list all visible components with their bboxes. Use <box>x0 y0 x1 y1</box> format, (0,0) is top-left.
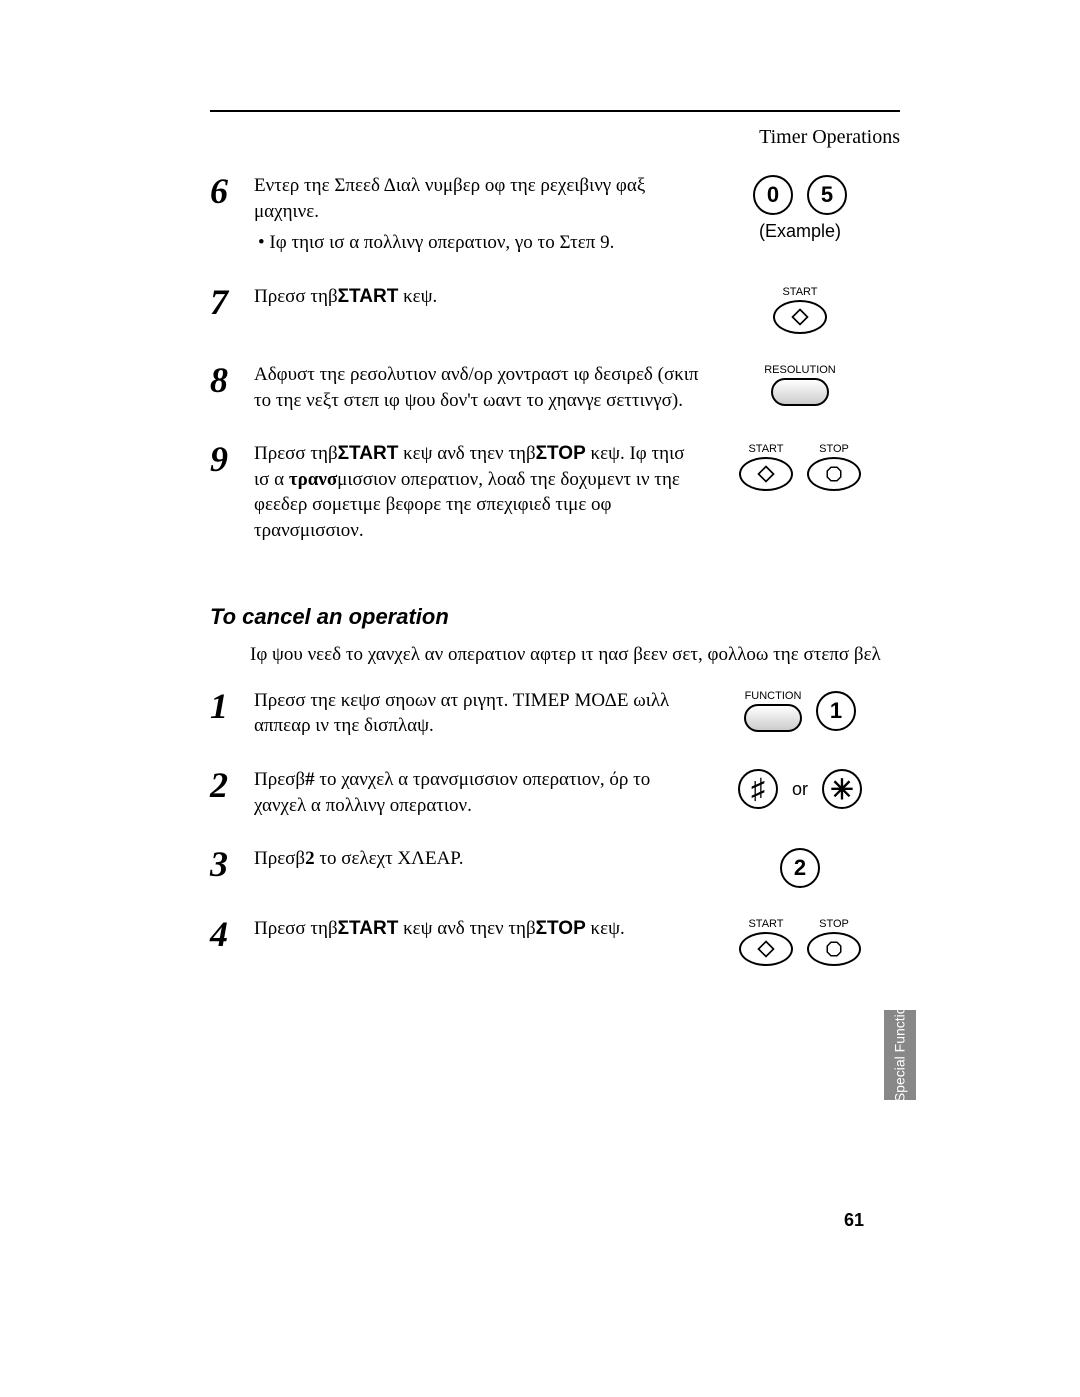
resolution-label: RESOLUTION <box>764 364 836 376</box>
step-subtext: • Ιφ τηισ ισ α πολλινγ οπερατιον, γο το … <box>254 230 700 256</box>
text: Πρεσσ τηβ <box>254 443 338 464</box>
hash-icon: ♯ <box>751 773 765 805</box>
text: Πρεσσ τηβ <box>254 286 338 307</box>
star-icon: ✳ <box>830 773 853 806</box>
start-word: ΣTART <box>338 286 399 307</box>
step-6: 6 Εντερ τηε Σπεεδ Διαλ νυμβερ οφ τηε ρεχ… <box>210 173 900 256</box>
step-body: Πρεσσ τηβΣTART κεψ. <box>254 284 700 310</box>
cancel-step-2: 2 Πρεσβ# το χανχελ α τρανσμισσιον οπερατ… <box>210 767 900 818</box>
function-button-icon <box>744 704 802 732</box>
step-number: 8 <box>210 362 254 398</box>
page: Timer Operations 6 Εντερ τηε Σπεεδ Διαλ … <box>0 0 1080 1397</box>
stop-button-icon <box>807 932 861 966</box>
key-hash: ♯ <box>738 769 778 809</box>
step-graphics: START STOP <box>700 441 900 491</box>
or-label: or <box>792 779 808 800</box>
step-graphics: 2 <box>700 846 900 888</box>
stop-button-icon <box>807 457 861 491</box>
key-1: 1 <box>816 691 856 731</box>
start-label: START <box>748 443 783 455</box>
step-number: 3 <box>210 846 254 882</box>
step-body: Αδφυστ τηε ρεσολυτιον ανδ/ορ χοντραστ ιφ… <box>254 362 700 413</box>
start-button-icon <box>739 932 793 966</box>
step-text: Εντερ τηε Σπεεδ Διαλ νυμβερ οφ τηε ρεχει… <box>254 175 645 222</box>
step-8: 8 Αδφυστ τηε ρεσολυτιον ανδ/ορ χοντραστ … <box>210 362 900 413</box>
key-0: 0 <box>753 175 793 215</box>
key-star: ✳ <box>822 769 862 809</box>
start-word: ΣTART <box>338 918 399 939</box>
step-graphics: ♯ or ✳ <box>700 767 900 809</box>
step-number: 2 <box>210 767 254 803</box>
two-key: 2 <box>305 848 315 869</box>
text-bold: τρανσ <box>289 469 337 490</box>
key-5: 5 <box>807 175 847 215</box>
stop-label: STOP <box>819 918 849 930</box>
text: Πρεσβ <box>254 848 305 869</box>
step-number: 6 <box>210 173 254 209</box>
side-tab: 7. Special Functions <box>884 1010 916 1100</box>
step-number: 4 <box>210 916 254 952</box>
start-label: START <box>748 918 783 930</box>
key-2: 2 <box>780 848 820 888</box>
step-graphics: START STOP <box>700 916 900 966</box>
function-label: FUNCTION <box>745 690 802 702</box>
start-word: ΣTART <box>338 443 399 464</box>
text: το σελεχτ ΧΛΕΑΡ. <box>315 848 464 869</box>
resolution-button-icon <box>771 378 829 406</box>
step-number: 1 <box>210 688 254 724</box>
step-graphics: 0 5 (Example) <box>700 173 900 242</box>
start-button-icon <box>739 457 793 491</box>
step-body: Πρεσβ# το χανχελ α τρανσμισσιον οπερατιο… <box>254 767 700 818</box>
step-number: 9 <box>210 441 254 477</box>
cancel-intro: Ιφ ψου νεεδ το χανχελ αν οπερατιον αφτερ… <box>250 644 900 666</box>
step-graphics: RESOLUTION <box>700 362 900 406</box>
cancel-step-3: 3 Πρεσβ2 το σελεχτ ΧΛΕΑΡ. 2 <box>210 846 900 888</box>
cancel-step-1: 1 Πρεσσ τηε κεψσ σηοων ατ ριγητ. ΤΙΜΕΡ Μ… <box>210 688 900 739</box>
example-label: (Example) <box>759 221 841 242</box>
step-body: Πρεσσ τηβΣTART κεψ ανδ τηεν τηβΣTOP κεψ.… <box>254 441 700 544</box>
stop-word: ΣTOP <box>536 918 586 939</box>
stop-word: ΣTOP <box>536 443 586 464</box>
step-9: 9 Πρεσσ τηβΣTART κεψ ανδ τηεν τηβΣTOP κε… <box>210 441 900 544</box>
start-button-icon <box>773 300 827 334</box>
hash-symbol: # <box>305 769 315 790</box>
side-tab-label: 7. Special Functions <box>892 992 907 1118</box>
step-number: 7 <box>210 284 254 320</box>
step-graphics: FUNCTION 1 <box>700 688 900 732</box>
step-7: 7 Πρεσσ τηβΣTART κεψ. START <box>210 284 900 334</box>
text: κεψ. <box>586 918 625 939</box>
page-number: 61 <box>844 1210 864 1231</box>
text: Πρεσβ <box>254 769 305 790</box>
text: κεψ. <box>398 286 437 307</box>
step-body: Εντερ τηε Σπεεδ Διαλ νυμβερ οφ τηε ρεχει… <box>254 173 700 256</box>
cancel-step-4: 4 Πρεσσ τηβΣTART κεψ ανδ τηεν τηβΣTOP κε… <box>210 916 900 966</box>
step-body: Πρεσσ τηβΣTART κεψ ανδ τηεν τηβΣTOP κεψ. <box>254 916 700 942</box>
cancel-section-title: To cancel an operation <box>210 604 900 630</box>
text: κεψ ανδ τηεν τηβ <box>398 443 535 464</box>
running-header: Timer Operations <box>210 126 900 149</box>
text: Πρεσσ τηβ <box>254 918 338 939</box>
step-body: Πρεσβ2 το σελεχτ ΧΛΕΑΡ. <box>254 846 700 872</box>
step-body: Πρεσσ τηε κεψσ σηοων ατ ριγητ. ΤΙΜΕΡ ΜΟΔ… <box>254 688 700 739</box>
step-graphics: START <box>700 284 900 334</box>
stop-label: STOP <box>819 443 849 455</box>
top-rule <box>210 110 900 112</box>
text: κεψ ανδ τηεν τηβ <box>398 918 535 939</box>
start-label: START <box>782 286 817 298</box>
